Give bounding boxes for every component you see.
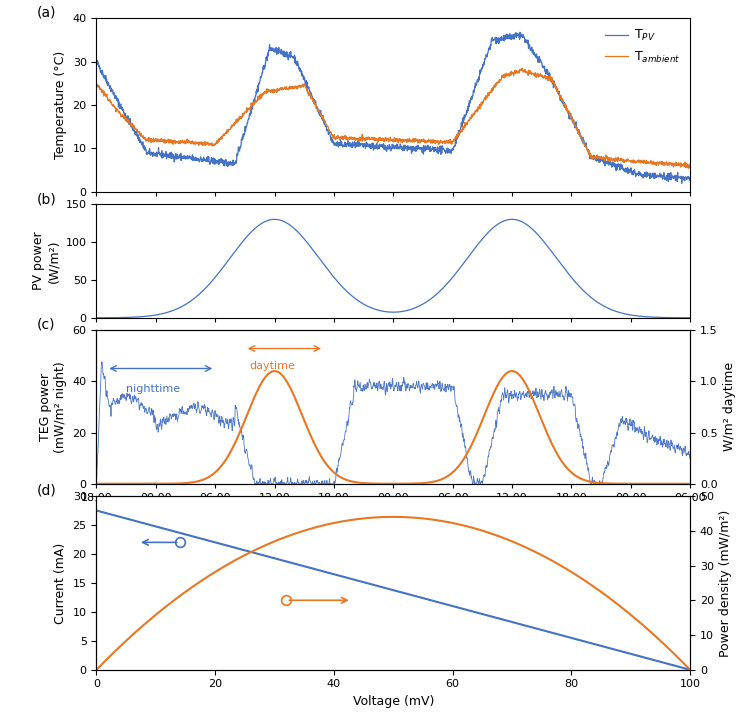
T$_{PV}$	[122, 114, 131, 122]
Text: |: |	[629, 505, 632, 515]
Text: 12-Oct-21: 12-Oct-21	[484, 518, 540, 528]
Y-axis label: PV power
(W/m²): PV power (W/m²)	[32, 232, 60, 290]
T$_{PV}$	[686, 175, 695, 184]
Text: nighttime: nighttime	[126, 384, 180, 394]
T$_{PV}$	[669, 174, 677, 183]
T$_{PV}$	[516, 28, 525, 36]
T$_{ambient}$	[122, 116, 131, 125]
T$_{ambient}$	[559, 99, 568, 108]
Text: |: |	[510, 505, 513, 515]
Y-axis label: Current (mA): Current (mA)	[54, 542, 67, 623]
Text: (d): (d)	[37, 483, 57, 497]
Text: |: |	[214, 505, 217, 515]
Text: (c): (c)	[37, 317, 56, 331]
Text: (b): (b)	[37, 192, 57, 206]
T$_{PV}$	[365, 141, 374, 150]
Text: (a): (a)	[37, 6, 56, 20]
T$_{ambient}$	[686, 161, 695, 170]
T$_{PV}$	[381, 141, 390, 150]
Y-axis label: Temperature (°C): Temperature (°C)	[54, 51, 67, 159]
T$_{ambient}$	[365, 133, 374, 142]
Y-axis label: Power density (mW/m²): Power density (mW/m²)	[720, 510, 732, 657]
T$_{ambient}$	[518, 63, 527, 72]
T$_{ambient}$	[92, 79, 101, 88]
Text: |: |	[451, 505, 454, 515]
T$_{ambient}$	[685, 164, 694, 173]
Text: 11-Oct-21: 11-Oct-21	[247, 518, 302, 528]
Line: T$_{PV}$: T$_{PV}$	[96, 32, 690, 183]
Text: |: |	[273, 505, 276, 515]
T$_{PV}$	[677, 179, 686, 188]
T$_{PV}$	[669, 173, 677, 181]
X-axis label: Voltage (mV): Voltage (mV)	[352, 695, 434, 708]
T$_{ambient}$	[669, 159, 677, 167]
T$_{ambient}$	[381, 137, 390, 146]
Line: T$_{ambient}$: T$_{ambient}$	[96, 68, 690, 168]
Y-axis label: W/m² daytime: W/m² daytime	[723, 363, 736, 451]
T$_{PV}$	[559, 100, 568, 108]
T$_{ambient}$	[669, 161, 677, 170]
Y-axis label: TEG power
(mW/m² night): TEG power (mW/m² night)	[39, 361, 67, 453]
Text: daytime: daytime	[250, 360, 295, 371]
Legend: T$_{PV}$, T$_{ambient}$: T$_{PV}$, T$_{ambient}$	[601, 25, 684, 68]
T$_{PV}$	[92, 56, 101, 65]
